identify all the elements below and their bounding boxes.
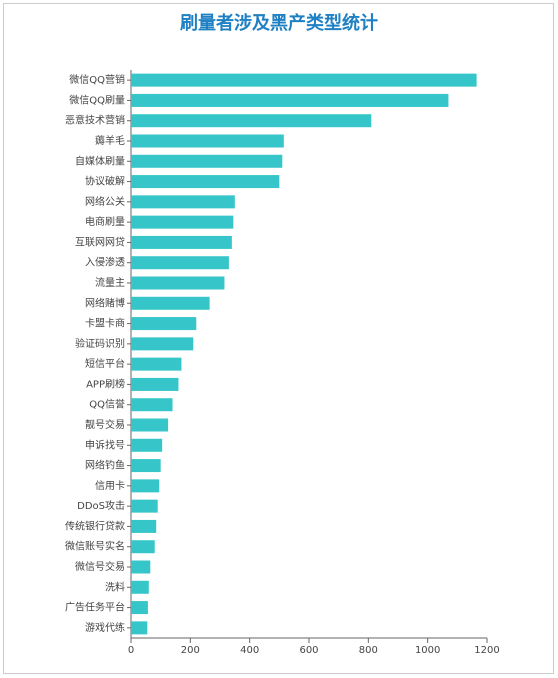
bar [131, 621, 148, 635]
y-tick-label: 传统银行贷款 [65, 519, 125, 532]
y-tick-label: 游戏代练 [85, 621, 125, 634]
y-tick-label: 信用卡 [95, 479, 125, 492]
bar [131, 93, 449, 107]
y-tick-label: 网络钓鱼 [85, 459, 125, 472]
y-tick-label: 互联网网贷 [75, 235, 125, 248]
y-tick-label: 验证码识别 [75, 337, 125, 350]
y-tick-label: 短信平台 [85, 357, 125, 370]
y-tick-label: DDoS攻击 [77, 499, 125, 512]
bar [131, 398, 173, 412]
x-tick-label: 1200 [474, 645, 499, 656]
bar [131, 519, 157, 533]
bar [131, 154, 283, 168]
bar [131, 235, 232, 249]
bar [131, 580, 149, 594]
bar [131, 438, 163, 452]
y-tick-label: 微信QQ刷量 [69, 93, 125, 106]
y-tick-label: 洗料 [105, 580, 125, 593]
bar [131, 215, 234, 229]
y-tick-label: 网络公关 [85, 195, 125, 208]
y-tick-label: APP刷榜 [86, 377, 125, 390]
y-tick-label: 入侵渗透 [85, 256, 125, 269]
bar [131, 317, 197, 331]
y-tick-label: 恶意技术营销 [65, 114, 125, 127]
y-tick-label: 流量主 [95, 276, 125, 289]
bar [131, 560, 151, 574]
bar [131, 276, 225, 290]
bar [131, 479, 160, 493]
y-tick-label: 微信QQ营销 [69, 73, 125, 86]
x-tick-label: 800 [359, 645, 378, 656]
y-tick-label: QQ信誉 [89, 398, 125, 411]
x-tick-label: 1000 [415, 645, 440, 656]
bar [131, 377, 179, 391]
y-tick-label: 卡盟卡商 [85, 317, 125, 330]
bar [131, 195, 235, 209]
bar [131, 459, 161, 473]
bar [131, 418, 169, 432]
x-tick-label: 600 [299, 645, 318, 656]
bar [131, 601, 148, 615]
bar [131, 540, 155, 554]
y-tick-label: 网络赌博 [85, 296, 125, 309]
bar [131, 73, 477, 87]
bar [131, 296, 210, 310]
chart-title: 刷量者涉及黑产类型统计 [180, 12, 378, 34]
bar [131, 114, 372, 128]
x-tick-label: 400 [240, 645, 259, 656]
bar [131, 337, 194, 351]
y-tick-label: 协议破解 [85, 175, 125, 188]
y-tick-label: 薅羊毛 [95, 134, 125, 147]
y-tick-label: 申诉找号 [85, 438, 125, 451]
bar [131, 499, 158, 513]
y-tick-label: 广告任务平台 [65, 601, 125, 614]
y-tick-label: 自媒体刷量 [75, 154, 125, 167]
y-tick-label: 微信号交易 [75, 560, 125, 573]
y-tick-label: 微信账号实名 [65, 540, 125, 553]
y-tick-label: 电商刷量 [85, 215, 125, 228]
bar [131, 134, 284, 148]
bar [131, 357, 182, 371]
bar [131, 175, 280, 189]
x-tick-label: 0 [128, 645, 134, 656]
bar [131, 256, 229, 270]
x-tick-label: 200 [181, 645, 200, 656]
y-tick-label: 靓号交易 [85, 418, 125, 431]
